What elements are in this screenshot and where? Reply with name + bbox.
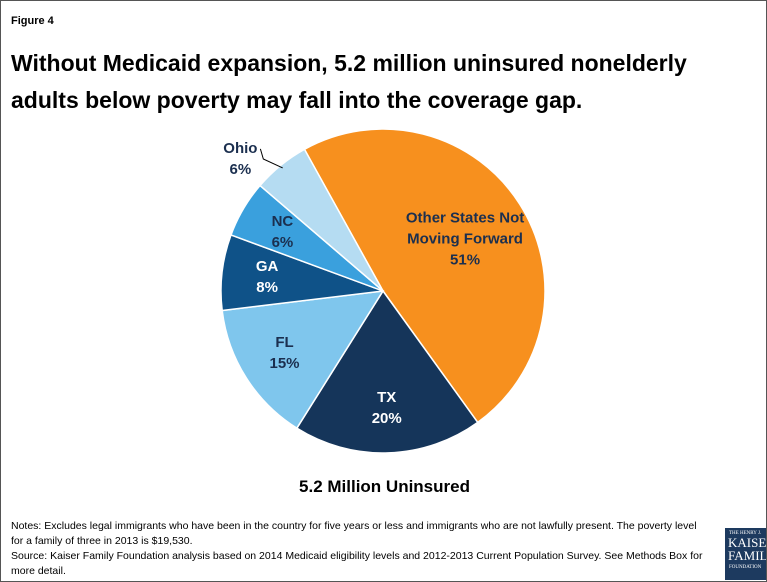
slice-name: NC [271,212,294,230]
slice-value: 6% [271,233,294,251]
slice-value: 15% [269,355,300,373]
figure-label: Figure 4 [11,15,54,27]
slice-name: Ohio [223,139,258,157]
slice-value: 20% [371,409,402,427]
logo-text: THE HENRY J. [729,531,762,536]
slice-name: FL [275,334,294,352]
slice-value: 8% [256,279,278,297]
slice-label: GA 8% [187,256,347,298]
slice-value: 51% [450,251,481,269]
pie-slice [221,290,385,430]
pie-slice [303,128,546,424]
slice-name: TX [377,388,397,406]
pie-slice [258,148,384,292]
caption: 5.2 Million Uninsured [299,477,470,496]
chart-title: Without Medicaid expansion, 5.2 million … [11,50,687,113]
logo-text: FOUNDATION [729,565,762,570]
notes-text: Notes: Excludes legal immigrants who hav… [11,520,697,547]
logo-text: KAISER [728,535,767,550]
logo: THE HENRY J. KAISER FAMILY FOUNDATION [725,528,767,580]
source-text: Source: Kaiser Family Foundation analysi… [11,550,703,577]
slice-label: NC 6% [202,211,362,253]
slice-label: TX 20% [307,387,467,429]
notes: Notes: Excludes legal immigrants who hav… [11,519,711,579]
slice-label: FL 15% [205,332,365,374]
slice-name: GA [255,258,279,276]
slice-value: 6% [229,160,252,178]
pie-slice [295,289,479,454]
slice-label: Ohio 6% [160,138,320,180]
leader-line [259,148,283,169]
logo-text: FAMILY [728,548,767,563]
slice-label: Other States Not Moving Forward 51% [385,207,545,270]
slice-name: Other States Not Moving Forward [405,209,525,248]
